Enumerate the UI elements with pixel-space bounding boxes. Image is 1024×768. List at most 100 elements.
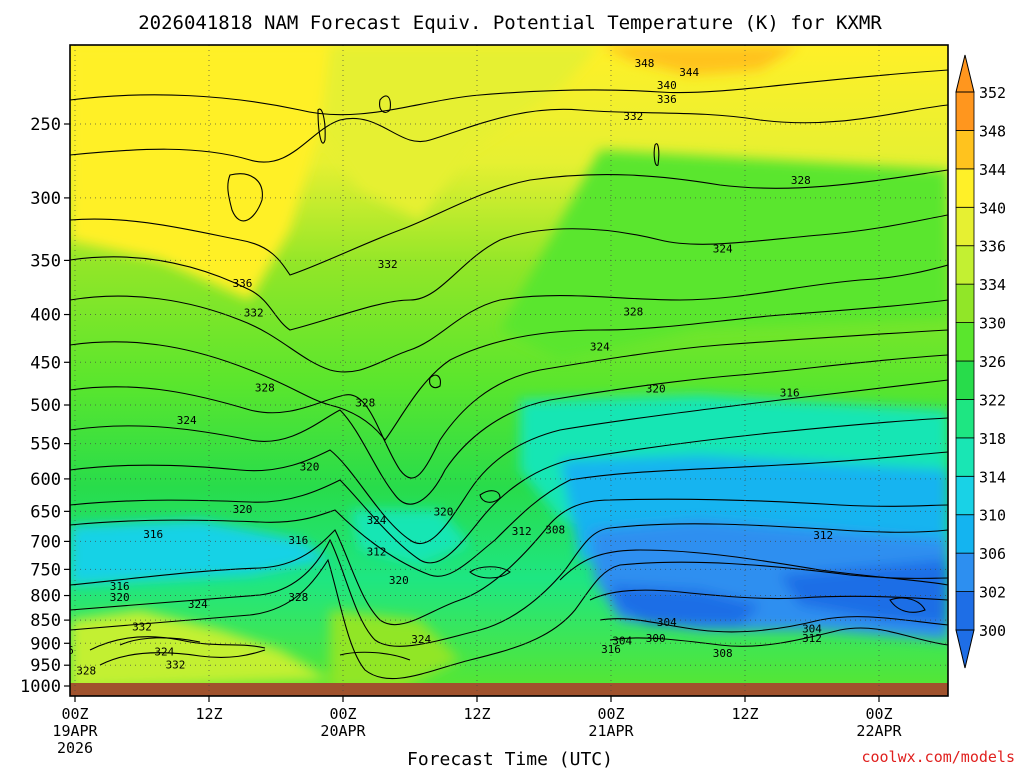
colorbar-box bbox=[955, 91, 975, 131]
region-top-orange bbox=[600, 45, 800, 75]
x-tick-label: 00Z bbox=[865, 705, 892, 723]
contour-line bbox=[70, 264, 948, 373]
y-tick-label: 750 bbox=[30, 560, 61, 580]
contour-label: 308 bbox=[545, 524, 565, 537]
contour-line bbox=[469, 566, 511, 579]
credit-text: coolwx.com/models bbox=[861, 748, 1015, 766]
contour-label: 328 bbox=[623, 305, 643, 318]
region-right-green bbox=[500, 150, 948, 360]
y-tick-label: 500 bbox=[30, 396, 61, 416]
x-tick-label: 00Z bbox=[597, 705, 624, 723]
y-tick-label: 250 bbox=[30, 115, 61, 135]
region-right-deepblue bbox=[610, 585, 760, 625]
contour-label: 344 bbox=[679, 66, 699, 79]
contour-label: 324 bbox=[154, 645, 174, 658]
contour-line bbox=[70, 498, 948, 626]
y-tick-label: 650 bbox=[30, 502, 61, 522]
contour-label: 332 bbox=[244, 307, 264, 320]
contour-label: 324 bbox=[177, 414, 197, 427]
region-upper-left-yellow bbox=[70, 45, 330, 300]
y-axis: 250 300 350 400 450 500 550 600 650 700 750 800 850 9… bbox=[20, 115, 70, 697]
contour-label: 324 bbox=[411, 633, 431, 646]
colorbar-arrow-bottom bbox=[955, 629, 975, 669]
colorbar-box bbox=[955, 206, 975, 247]
colorbar-label: 352 bbox=[979, 84, 1006, 102]
contour-label: 316 bbox=[780, 387, 800, 400]
contour-line bbox=[889, 597, 926, 613]
y-tick-label: 400 bbox=[30, 306, 61, 326]
plot-frame bbox=[69, 44, 949, 697]
region-far-right-deepblue bbox=[780, 560, 948, 625]
contour-label: 340 bbox=[657, 79, 677, 92]
contour-label: 332 bbox=[623, 110, 643, 123]
contour-label: 312 bbox=[512, 525, 532, 538]
contour-label: 300 bbox=[646, 632, 666, 645]
colorbar: 300 302 306 310 314 318 322 326 330 334 336 340 344 3… bbox=[955, 54, 1006, 669]
colorbar-box bbox=[955, 283, 975, 323]
contour-label: 312 bbox=[802, 632, 822, 645]
y-tick-label: 900 bbox=[30, 634, 61, 654]
contour-label: 332 bbox=[378, 258, 398, 271]
y-tick-label: 700 bbox=[30, 532, 61, 552]
chart-title: 2026041818 NAM Forecast Equiv. Potential… bbox=[138, 12, 882, 34]
contour-label: 328 bbox=[355, 397, 375, 410]
contour-line bbox=[70, 379, 948, 545]
colorbar-label: 306 bbox=[979, 545, 1006, 563]
x-tick-label: 22APR bbox=[856, 722, 902, 740]
contour-line bbox=[317, 108, 326, 144]
y-tick-label: 800 bbox=[30, 587, 61, 607]
contour-line bbox=[70, 558, 948, 680]
contour-label: 328 bbox=[255, 382, 275, 395]
grid-lines bbox=[70, 45, 948, 696]
contour-label: 312 bbox=[367, 546, 387, 559]
contour-label: 316 bbox=[288, 534, 308, 547]
contour-line bbox=[227, 173, 263, 222]
contour-label: 348 bbox=[635, 57, 655, 70]
colorbar-box bbox=[955, 552, 975, 592]
region-bottom-mid-yellow bbox=[330, 610, 460, 690]
contour-label: 320 bbox=[646, 382, 666, 395]
contour-label: 324 bbox=[713, 243, 733, 256]
contour-line bbox=[599, 616, 948, 633]
contour-label: 320 bbox=[300, 461, 320, 474]
contour-line bbox=[429, 374, 441, 389]
y-tick-label: 850 bbox=[30, 611, 61, 631]
contour-label: 328 bbox=[76, 664, 96, 677]
colorbar-label: 322 bbox=[979, 391, 1006, 409]
contour-label: 304 bbox=[657, 616, 677, 629]
region-bottom-left-yellow bbox=[70, 610, 330, 690]
colorbar-box bbox=[955, 130, 975, 170]
x-tick-label: 00Z bbox=[61, 705, 88, 723]
contour-label: 324 bbox=[367, 514, 387, 527]
contour-line bbox=[589, 589, 948, 601]
contour-label: 308 bbox=[713, 647, 733, 660]
colorbar-label: 334 bbox=[979, 276, 1006, 294]
colorbar-box bbox=[955, 360, 975, 400]
colorbar-arrow-top bbox=[955, 54, 975, 93]
colorbar-box bbox=[955, 437, 975, 477]
x-tick-label: 2026 bbox=[57, 739, 93, 757]
contour-label: 316 bbox=[110, 580, 130, 593]
colorbar-label: 318 bbox=[979, 430, 1006, 448]
colorbar-box bbox=[955, 322, 975, 362]
y-tick-label: 300 bbox=[30, 189, 61, 209]
x-tick-label: 00Z bbox=[329, 705, 356, 723]
contour-label: 324 bbox=[188, 598, 208, 611]
region-lower-left-cyan bbox=[70, 520, 330, 585]
contour-line bbox=[70, 451, 948, 577]
contour-label: 328 bbox=[288, 591, 308, 604]
colorbar-label: 348 bbox=[979, 122, 1006, 140]
colorbar-box bbox=[955, 591, 975, 631]
contour-label: 320 bbox=[110, 591, 130, 604]
colorbar-label: 330 bbox=[979, 315, 1006, 333]
contour-line bbox=[379, 95, 391, 113]
contour-line bbox=[70, 329, 948, 479]
x-tick-label: 21APR bbox=[588, 722, 634, 740]
contour-line bbox=[70, 417, 948, 564]
contour-line bbox=[339, 651, 411, 661]
y-tick-label: 350 bbox=[30, 251, 61, 271]
contour-line bbox=[70, 69, 948, 116]
contour-line bbox=[479, 490, 501, 503]
